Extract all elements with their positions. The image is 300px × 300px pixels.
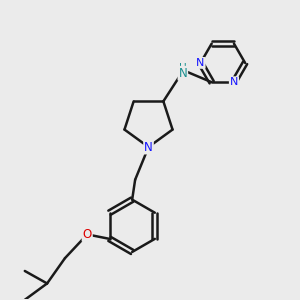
Text: N: N bbox=[196, 58, 205, 68]
Text: N: N bbox=[230, 77, 238, 87]
Text: N: N bbox=[144, 140, 153, 154]
Text: N: N bbox=[178, 67, 187, 80]
Text: H: H bbox=[179, 63, 187, 73]
Text: O: O bbox=[82, 228, 92, 241]
